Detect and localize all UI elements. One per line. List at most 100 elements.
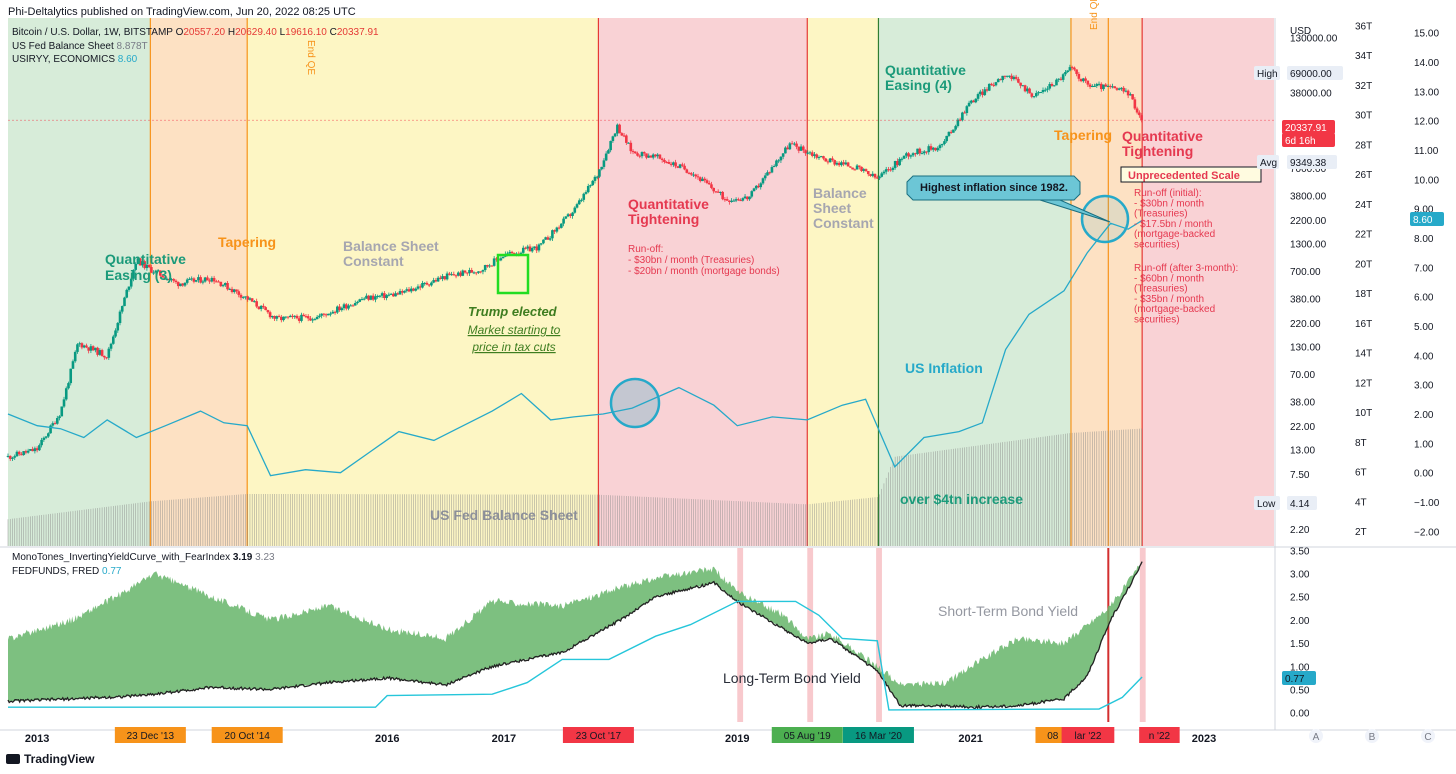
btc-candle	[456, 272, 460, 276]
btc-candle	[683, 165, 686, 170]
label-trump: Trump elected	[468, 304, 558, 319]
legend-symbol-row[interactable]: Bitcoin / U.S. Dollar, 1W, BITSTAMP O205…	[12, 27, 379, 38]
btc-candle	[159, 270, 162, 276]
btc-candle	[826, 161, 830, 163]
ohlc-key: L	[276, 27, 286, 38]
last-countdown: 6d 16h	[1285, 136, 1316, 147]
btc-candle	[31, 449, 34, 452]
btc-candle	[192, 278, 196, 282]
btc-candle	[262, 305, 265, 308]
legend-ff-value: 0.77	[102, 566, 122, 577]
btc-candle	[51, 423, 55, 426]
btc-candle	[143, 261, 146, 269]
btc-candle	[981, 91, 984, 96]
btc-candle	[730, 200, 733, 202]
btc-candle	[1026, 88, 1029, 92]
ff-last-box	[1282, 671, 1316, 685]
btc-candle	[1138, 112, 1141, 116]
pane-button-bg	[1421, 729, 1435, 743]
btc-candle	[71, 361, 75, 369]
btc-candle	[329, 313, 332, 315]
btc-candle	[33, 448, 37, 452]
cpi-axis-tick: 8.00	[1414, 234, 1434, 245]
btc-axis-tick: 700.00	[1290, 267, 1321, 278]
btc-candle	[947, 131, 951, 136]
publish-header: Phi-Deltalytics published on TradingView…	[8, 6, 356, 18]
label-trump-sub2: price in tax cuts	[471, 340, 555, 354]
btc-candle	[168, 278, 171, 280]
btc-candle	[1095, 84, 1099, 86]
btc-candle	[600, 166, 603, 170]
btc-candle	[562, 218, 565, 224]
btc-candle	[672, 162, 675, 165]
btc-candle	[349, 305, 353, 307]
btc-candle	[770, 167, 774, 173]
btc-candle	[421, 283, 424, 288]
btc-candle	[759, 183, 763, 188]
btc-candle	[89, 346, 93, 351]
btc-candle	[362, 298, 366, 300]
label-qt1: Quantitative	[628, 196, 709, 212]
btc-candle	[481, 270, 485, 272]
btc-candle	[1028, 88, 1031, 94]
btc-candle	[24, 451, 28, 453]
btc-candle	[701, 178, 704, 182]
bs-axis-tick: 6T	[1355, 468, 1367, 479]
low-value: 4.14	[1290, 499, 1310, 510]
lower-axis-tick: 1.50	[1290, 639, 1310, 650]
label-runoff-initial: Run-off (initial):	[1134, 188, 1202, 199]
btc-candle	[1111, 86, 1114, 88]
lower-highlight-1	[807, 548, 814, 722]
btc-candle	[1082, 78, 1085, 82]
legend-cpi-row[interactable]: USIRYY, ECONOMICS 8.60	[12, 54, 137, 65]
btc-candle	[1048, 84, 1052, 89]
btc-candle	[1041, 90, 1045, 93]
ohlc-value: 19616.10	[285, 27, 327, 38]
btc-candle	[141, 261, 144, 266]
btc-candle	[322, 313, 326, 315]
legend-ff-row[interactable]: FEDFUNDS, FRED 0.77	[12, 566, 121, 577]
label-runoff-after: - $35bn / month	[1134, 294, 1204, 305]
avg-label-box	[1257, 155, 1279, 169]
btc-candle	[777, 160, 780, 162]
btc-candle	[508, 251, 512, 254]
date-marker: 23 Oct '17	[576, 731, 622, 742]
avg-label: Avg	[1260, 158, 1277, 169]
btc-candle	[320, 313, 323, 316]
btc-candle	[356, 301, 359, 304]
btc-candle	[779, 156, 783, 161]
bs-axis-tick: 16T	[1355, 319, 1372, 330]
btc-candle	[1052, 85, 1056, 87]
legend-fed-bs-row[interactable]: US Fed Balance Sheet 8.878T	[12, 41, 148, 52]
btc-candle	[1019, 82, 1022, 86]
btc-candle	[1061, 74, 1065, 80]
bs-axis-tick: 8T	[1355, 438, 1367, 449]
btc-candle	[129, 278, 133, 287]
btc-candle	[53, 423, 57, 425]
btc-candle	[775, 160, 778, 167]
btc-candle	[689, 173, 693, 175]
btc-candle	[551, 230, 554, 239]
tradingview-brand[interactable]: TradingView	[6, 752, 94, 766]
btc-candle	[1023, 85, 1027, 92]
btc-candle	[681, 164, 684, 166]
bs-axis-tick: 10T	[1355, 408, 1372, 419]
btc-candle	[304, 316, 308, 318]
btc-candle	[367, 295, 370, 300]
btc-candle	[589, 185, 592, 187]
last-countdown-box	[1282, 133, 1335, 147]
btc-candle	[555, 227, 559, 232]
btc-candle	[353, 303, 357, 306]
btc-candle	[371, 295, 375, 300]
btc-candle	[1088, 84, 1092, 87]
btc-candle	[824, 158, 828, 162]
btc-candle	[1135, 108, 1139, 113]
legend-lower-row[interactable]: MonoTones_InvertingYieldCurve_with_FearI…	[12, 552, 275, 563]
bs-axis-tick: 22T	[1355, 230, 1372, 241]
btc-candle	[253, 301, 256, 303]
btc-candle	[87, 347, 90, 351]
time-axis-tick: 2019	[725, 733, 749, 745]
btc-candle	[398, 291, 402, 295]
btc-candle	[1017, 78, 1020, 83]
